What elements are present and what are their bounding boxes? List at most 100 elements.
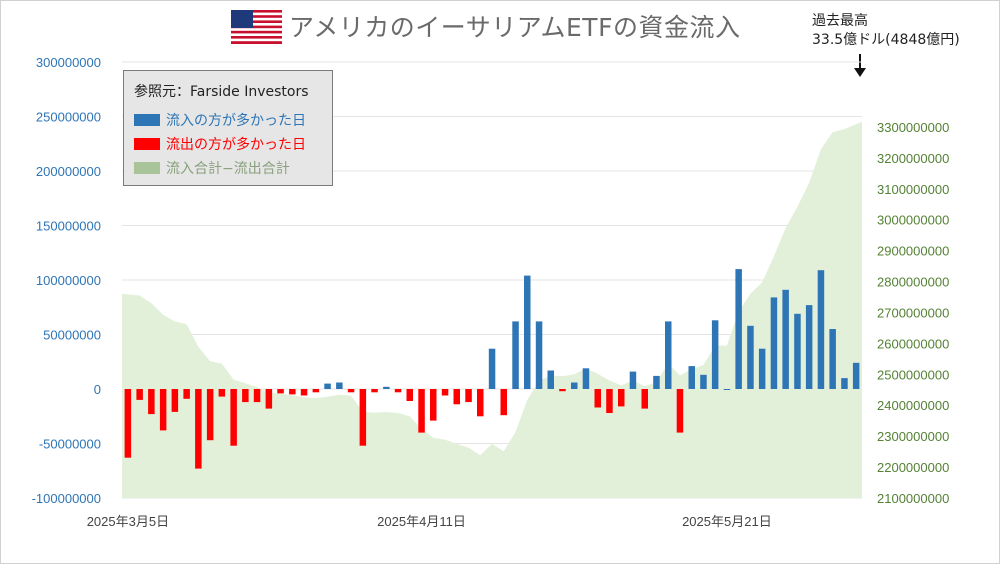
outflow-bar (465, 389, 472, 403)
outflow-bar (206, 389, 214, 441)
left-axis-tick-label: 100000000 (36, 273, 101, 288)
x-axis-tick-label: 2025年4月11日 (377, 514, 466, 529)
outflow-bar (136, 389, 143, 400)
outflow-bar (218, 389, 226, 397)
left-axis-tick-label: 300000000 (36, 55, 101, 70)
x-axis: 2025年3月5日 2025年4月11日 2025年5月21日 (87, 514, 772, 529)
inflow-bar (336, 382, 343, 389)
outflow-bar (594, 389, 601, 408)
outflow-bar (195, 389, 202, 469)
inflow-bar (512, 321, 519, 389)
outflow-bar (641, 389, 648, 409)
left-axis-tick-label: 250000000 (36, 110, 101, 125)
outflow-bar (371, 389, 378, 393)
outflow-bar (312, 389, 320, 393)
left-axis-tick-label: 200000000 (36, 164, 101, 179)
inflow-bar (547, 370, 554, 389)
outflow-bar (300, 389, 308, 396)
inflow-bar (524, 275, 531, 389)
x-axis-tick-label: 2025年3月5日 (87, 514, 169, 529)
outflow-bar (441, 389, 449, 396)
down-arrow-icon (854, 54, 866, 77)
legend-item-outflow: 流出の方が多かった日 (134, 132, 322, 156)
right-axis-tick-label: 2700000000 (877, 306, 949, 321)
outflow-bar (606, 389, 613, 413)
inflow-bar (805, 305, 813, 389)
record-note: 過去最高 33.5億ドル(4848億円) (812, 12, 960, 50)
outflow-bar (430, 389, 437, 421)
outflow-bar (183, 389, 190, 399)
outflow-bar (477, 389, 484, 417)
right-axis-tick-label: 2800000000 (877, 275, 949, 290)
inflow-bar (782, 289, 789, 389)
inflow-bar (735, 269, 742, 389)
right-axis-tick-label: 3200000000 (877, 151, 949, 166)
inflow-bar (582, 368, 590, 389)
inflow-bar (488, 348, 496, 389)
inflow-bar (700, 374, 707, 389)
right-axis-tick-label: 2100000000 (877, 491, 949, 506)
right-axis: 2100000000 2200000000 2300000000 2400000000… (877, 120, 949, 506)
outflow-bar (124, 389, 132, 458)
left-axis-tick-label: 50000000 (43, 328, 101, 343)
outflow-bar (418, 389, 425, 433)
inflow-bar (852, 362, 860, 389)
inflow-bar (688, 366, 695, 389)
outflow-bar (148, 389, 155, 415)
inflow-bar (747, 325, 754, 389)
outflow-bar (618, 389, 625, 407)
outflow-bar (265, 389, 273, 409)
outflow-bar (500, 389, 507, 416)
right-axis-tick-label: 2300000000 (877, 429, 949, 444)
inflow-bar (535, 321, 543, 389)
outflow-bar (289, 389, 296, 395)
outflow-bar (159, 389, 167, 431)
right-axis-tick-label: 2400000000 (877, 398, 949, 413)
inflow-bar (383, 386, 390, 389)
right-axis-tick-label: 2600000000 (877, 336, 949, 351)
outflow-swatch (134, 138, 160, 150)
left-axis-tick-label: 150000000 (36, 219, 101, 234)
legend-source: 参照元：Farside Investors (134, 84, 309, 100)
inflow-bar (571, 382, 578, 389)
outflow-bar (277, 389, 284, 394)
outflow-bar (676, 389, 684, 433)
right-axis-tick-label: 3000000000 (877, 213, 949, 228)
right-axis-tick-label: 3100000000 (877, 182, 949, 197)
inflow-bar (324, 383, 331, 389)
right-axis-tick-label: 2900000000 (877, 244, 949, 259)
inflow-bar (665, 321, 672, 389)
outflow-bar (242, 389, 249, 403)
inflow-bar (829, 329, 836, 389)
inflow-bar (711, 320, 719, 389)
inflow-bar (817, 270, 825, 389)
x-axis-tick-label: 2025年5月21日 (682, 514, 772, 529)
record-note-line2: 33.5億ドル(4848億円) (812, 32, 960, 48)
chart-title: アメリカのイーサリアムETFの資金流入 (289, 13, 741, 42)
left-axis: -100000000 -50000000 0 50000000 100000000 150… (32, 55, 101, 506)
inflow-bar (629, 371, 637, 389)
left-axis-tick-label: 0 (94, 382, 101, 397)
outflow-bar (453, 389, 460, 405)
outflow-bar (394, 389, 402, 393)
right-axis-tick-label: 2500000000 (877, 367, 949, 382)
right-axis-tick-label: 3300000000 (877, 120, 949, 135)
inflow-bar (770, 297, 778, 389)
cumulative-swatch (134, 162, 160, 174)
legend-item-inflow: 流入の方が多かった日 (134, 108, 322, 132)
legend-cumulative-label: 流入合計−流出合計 (166, 161, 290, 177)
us-flag-icon (231, 10, 282, 44)
left-axis-tick-label: -100000000 (32, 491, 101, 506)
outflow-bar (253, 389, 261, 403)
left-axis-tick-label: -50000000 (39, 437, 101, 452)
record-note-line1: 過去最高 (812, 13, 868, 29)
outflow-bar (171, 389, 179, 412)
right-axis-tick-label: 2200000000 (877, 460, 949, 475)
outflow-bar (230, 389, 237, 446)
outflow-bar (559, 389, 566, 392)
daily-flow-bars (124, 269, 860, 469)
inflow-bar (794, 313, 801, 389)
legend: 参照元：Farside Investors 流入の方が多かった日 流出の方が多か… (123, 70, 333, 186)
inflow-bar (758, 348, 766, 389)
legend-item-cumulative: 流入合計−流出合計 (134, 156, 322, 180)
